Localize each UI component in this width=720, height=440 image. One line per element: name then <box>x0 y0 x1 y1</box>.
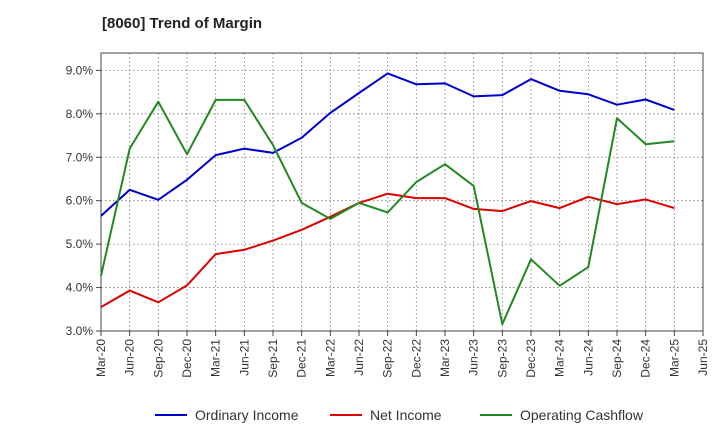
grid-lines <box>101 53 703 331</box>
x-axis: Mar-20 Jun-20 Sep-20 Dec-20 Mar-21 Jun-21 Sep-… <box>94 331 710 378</box>
x-tick-label: Jun-24 <box>581 339 595 376</box>
x-tick-label: Jun-25 <box>696 339 710 376</box>
x-tick-label: Dec-20 <box>180 339 194 378</box>
x-tick-label: Mar-23 <box>438 339 452 377</box>
y-axis: 3.0% 4.0% 5.0% 6.0% 7.0% 8.0% 9.0% <box>66 63 101 338</box>
legend-label-ordinary-income: Ordinary Income <box>195 407 299 423</box>
chart-title: [8060] Trend of Margin <box>102 15 263 32</box>
y-tick-label: 7.0% <box>66 150 94 164</box>
x-tick-label: Jun-22 <box>352 339 366 376</box>
y-tick-label: 5.0% <box>66 237 94 251</box>
x-tick-label: Jun-21 <box>237 339 251 376</box>
x-tick-label: Dec-24 <box>639 339 653 378</box>
x-tick-label: Dec-21 <box>295 339 309 378</box>
x-tick-label: Sep-23 <box>495 339 509 378</box>
x-tick-label: Mar-21 <box>209 339 223 377</box>
x-tick-label: Sep-22 <box>381 339 395 378</box>
legend-label-operating-cashflow: Operating Cashflow <box>520 407 644 423</box>
x-tick-label: Sep-24 <box>610 339 624 378</box>
x-tick-label: Mar-25 <box>667 339 681 377</box>
x-tick-label: Mar-20 <box>94 339 108 377</box>
y-tick-label: 8.0% <box>66 107 94 121</box>
series-line-net-income <box>100 192 675 308</box>
x-tick-label: Jun-23 <box>467 339 481 376</box>
series-lines <box>100 72 675 326</box>
plot-area-frame <box>100 52 704 332</box>
x-tick-label: Sep-21 <box>266 339 280 378</box>
x-tick-label: Mar-22 <box>323 339 337 377</box>
y-tick-label: 4.0% <box>66 281 94 295</box>
y-tick-label: 9.0% <box>66 63 94 77</box>
x-tick-label: Sep-20 <box>151 339 165 378</box>
legend: Ordinary Income Net Income Operating Cashf… <box>155 407 644 423</box>
series-line-operating-cashflow <box>100 98 675 326</box>
x-tick-label: Mar-24 <box>553 339 567 377</box>
y-tick-label: 3.0% <box>66 324 94 338</box>
x-tick-label: Dec-22 <box>409 339 423 378</box>
y-tick-label: 6.0% <box>66 194 94 208</box>
x-tick-label: Jun-20 <box>123 339 137 376</box>
series-line-ordinary-income <box>100 72 675 217</box>
legend-label-net-income: Net Income <box>370 407 442 423</box>
x-tick-label: Dec-23 <box>524 339 538 378</box>
